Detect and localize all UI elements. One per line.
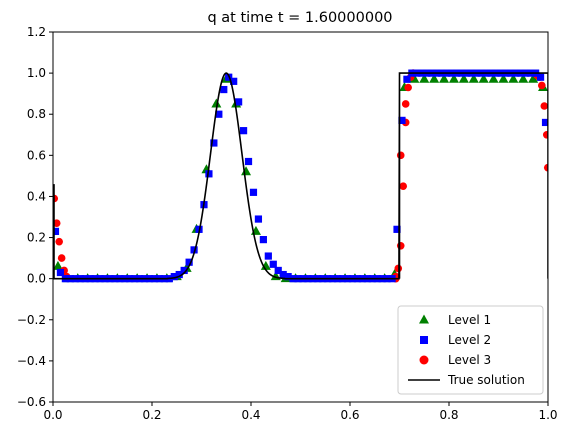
y-tick-label-7: 0.8 — [27, 107, 46, 121]
marker-level-1-16 — [211, 98, 222, 108]
marker-level-2-36 — [230, 77, 238, 85]
marker-level-2-98 — [536, 73, 545, 81]
x-tick-label-4: 0.8 — [439, 408, 458, 422]
marker-level-2-45 — [274, 266, 282, 275]
y-tick-label-9: 1.2 — [27, 25, 46, 39]
marker-level-2-69 — [393, 225, 401, 233]
marker-level-1-45 — [498, 73, 509, 83]
marker-level-2-70 — [398, 116, 406, 124]
marker-level-2-44 — [269, 260, 277, 268]
x-tick-label-3: 0.6 — [340, 408, 359, 422]
marker-level-1-47 — [518, 73, 529, 83]
x-tick-label-0: 0.0 — [43, 408, 62, 422]
y-tick-label-4: 0.2 — [27, 231, 46, 245]
marker-level-1-44 — [488, 73, 499, 83]
legend-label-level-3: Level 3 — [448, 353, 491, 367]
plot-inner — [53, 69, 548, 283]
y-tick-label-5: 0.4 — [27, 189, 46, 203]
axes: 0.0 0.2 0.4 0.6 0.8 1.0 −0.6 −0.4 −0.2 0.0 0.2 0.4 0… — [17, 25, 558, 422]
marker-level-2-25 — [175, 270, 183, 279]
plot-area — [53, 69, 548, 283]
marker-level-2-0 — [53, 227, 60, 235]
marker-level-2-46 — [279, 270, 287, 279]
marker-level-1-43 — [478, 73, 489, 83]
marker-level-3-21 — [396, 151, 405, 160]
marker-level-3-3 — [57, 254, 66, 262]
marker-level-1-41 — [458, 73, 469, 83]
marker-level-2-40 — [249, 188, 258, 196]
legend-marker-level-3 — [419, 355, 429, 365]
axes-frame — [52, 31, 549, 403]
marker-level-1-46 — [508, 73, 519, 83]
marker-level-1-37 — [419, 73, 430, 83]
marker-level-2-27 — [185, 258, 193, 266]
marker-level-2-34 — [220, 85, 228, 94]
marker-level-3-1 — [53, 219, 61, 227]
y-tick-label-0: −0.6 — [17, 395, 46, 409]
y-tick-label-3: 0.0 — [27, 272, 46, 286]
marker-level-3-18 — [542, 130, 548, 139]
marker-level-1-40 — [448, 73, 459, 83]
marker-level-2-33 — [215, 110, 223, 118]
legend-marker-level-1 — [419, 314, 429, 324]
y-tick-label-2: −0.2 — [17, 313, 46, 327]
x-tick-label-1: 0.2 — [142, 408, 161, 422]
marker-level-3-16 — [538, 81, 546, 90]
legend-label-level-2: Level 2 — [448, 333, 491, 347]
marker-level-2-42 — [259, 236, 267, 244]
x-tick-label-5: 1.0 — [538, 408, 557, 422]
marker-level-3-19 — [543, 163, 548, 172]
marker-level-1-0 — [53, 260, 63, 270]
marker-level-2-41 — [254, 215, 263, 223]
marker-level-1-48 — [528, 73, 539, 83]
marker-level-2-24 — [170, 273, 178, 281]
marker-level-1-19 — [241, 166, 252, 176]
marker-level-1-42 — [468, 73, 479, 83]
marker-level-3-11 — [404, 83, 412, 92]
y-tick-label-8: 1.0 — [27, 66, 46, 80]
marker-level-1-39 — [439, 73, 450, 83]
marker-level-3-22 — [401, 100, 410, 108]
marker-level-2-37 — [235, 98, 243, 106]
true-solution-line — [53, 72, 548, 280]
legend: Level 1 Level 2 Level 3 True solution — [397, 305, 544, 395]
marker-level-2-26 — [180, 266, 188, 275]
marker-level-3-9 — [399, 182, 408, 190]
marker-level-2-32 — [210, 139, 218, 147]
legend-label-true-solution: True solution — [447, 373, 525, 387]
y-tick-label-6: 0.6 — [27, 148, 46, 162]
marker-level-2-99 — [541, 118, 548, 127]
x-tick-label-2: 0.4 — [241, 408, 260, 422]
legend-label-level-1: Level 1 — [448, 313, 491, 327]
marker-level-2-71 — [403, 75, 411, 83]
marker-level-2-39 — [244, 157, 253, 166]
marker-level-3-2 — [55, 237, 63, 246]
marker-level-2-38 — [239, 127, 248, 135]
marker-level-3-8 — [396, 241, 405, 250]
marker-level-1-21 — [260, 260, 271, 270]
marker-level-2-43 — [264, 252, 272, 260]
marker-level-2-28 — [190, 246, 198, 254]
y-tick-label-1: −0.4 — [17, 354, 46, 368]
marker-level-3-17 — [540, 102, 548, 110]
marker-level-2-31 — [205, 170, 213, 178]
chart-title: q at time t = 1.60000000 — [207, 10, 392, 26]
legend-marker-level-2 — [420, 336, 428, 344]
marker-level-2-47 — [284, 273, 292, 281]
marker-level-1-38 — [429, 73, 440, 83]
legend-box — [397, 305, 544, 395]
marker-level-2-1 — [56, 268, 65, 277]
